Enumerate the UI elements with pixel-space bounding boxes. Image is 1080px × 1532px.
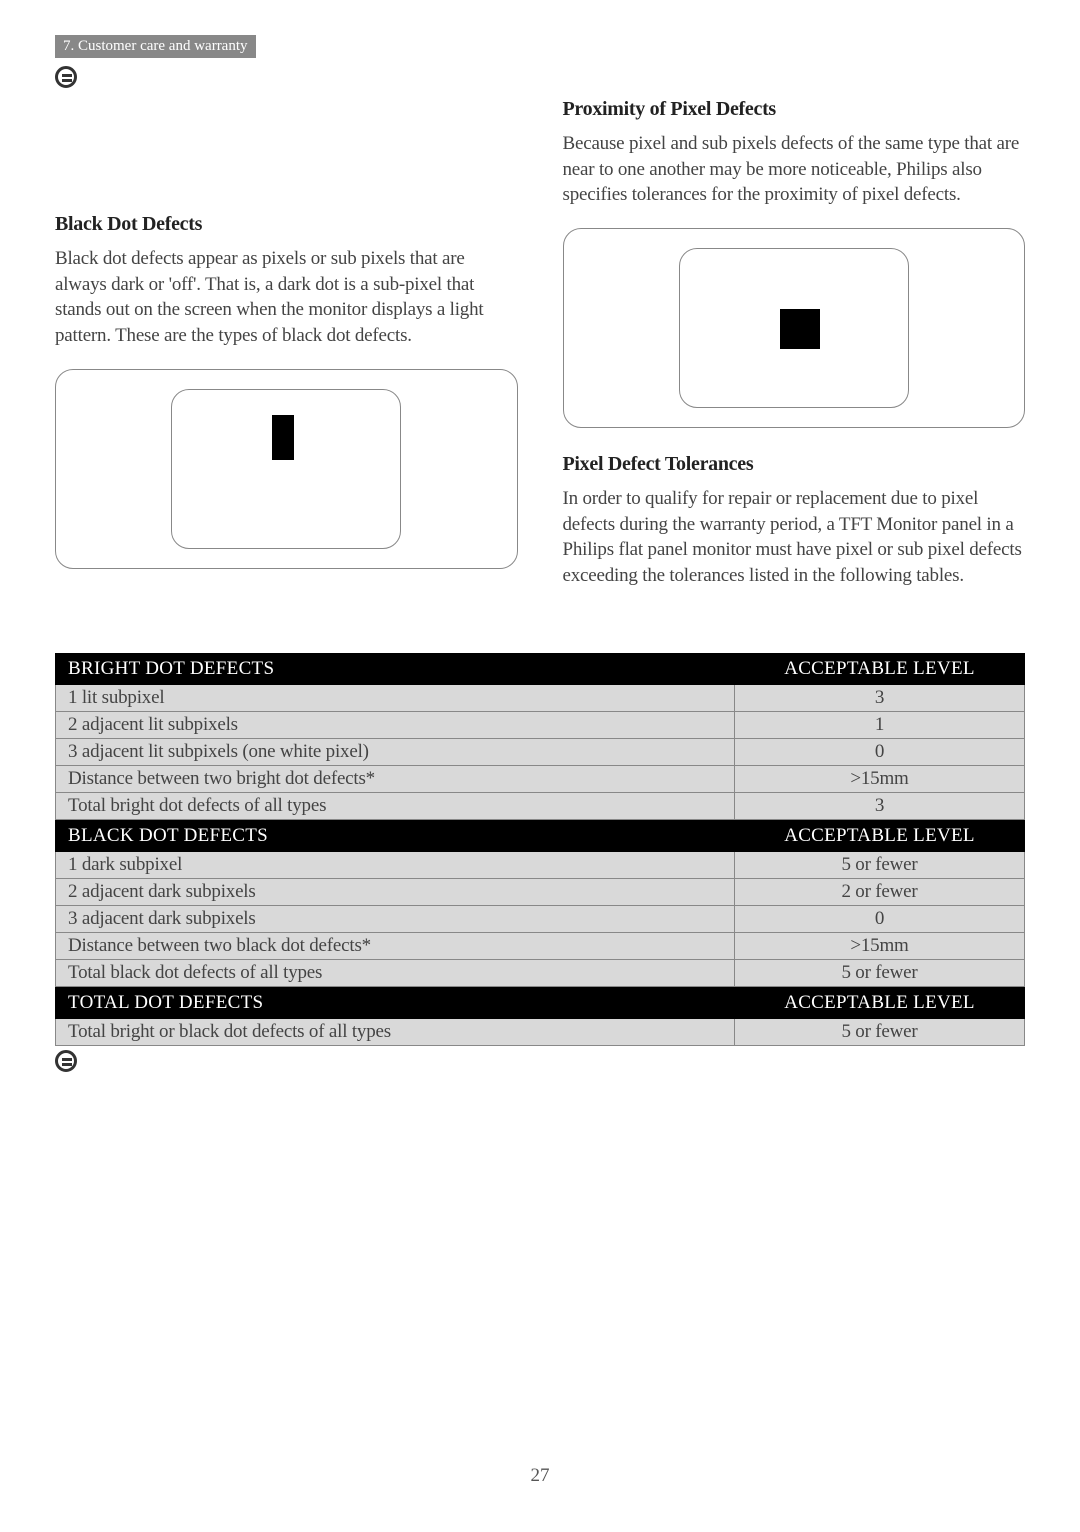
table-cell-label: 2 adjacent lit subpixels bbox=[56, 712, 735, 739]
tolerances-heading: Pixel Defect Tolerances bbox=[563, 453, 1026, 476]
two-column-layout: Black Dot Defects Black dot defects appe… bbox=[55, 98, 1025, 608]
table-row: 2 adjacent dark subpixels2 or fewer bbox=[56, 879, 1025, 906]
table-row: 1 lit subpixel3 bbox=[56, 685, 1025, 712]
table-cell-value: 2 or fewer bbox=[735, 879, 1025, 906]
table-row: 3 adjacent lit subpixels (one white pixe… bbox=[56, 739, 1025, 766]
proximity-heading: Proximity of Pixel Defects bbox=[563, 98, 1026, 121]
table-row: 2 adjacent lit subpixels1 bbox=[56, 712, 1025, 739]
table-row: Total bright or black dot defects of all… bbox=[56, 1019, 1025, 1046]
table-cell-label: Total bright or black dot defects of all… bbox=[56, 1019, 735, 1046]
tolerances-text: In order to qualify for repair or replac… bbox=[563, 486, 1026, 589]
table-cell-label: 1 lit subpixel bbox=[56, 685, 735, 712]
note-icon bbox=[55, 1050, 77, 1072]
table-cell-label: 3 adjacent dark subpixels bbox=[56, 906, 735, 933]
table-cell-label: Total black dot defects of all types bbox=[56, 960, 735, 987]
right-column: Proximity of Pixel Defects Because pixel… bbox=[563, 98, 1026, 608]
table-cell-value: 0 bbox=[735, 906, 1025, 933]
black-dot-diagram bbox=[55, 369, 518, 569]
proximity-diagram bbox=[563, 228, 1026, 428]
left-column: Black Dot Defects Black dot defects appe… bbox=[55, 98, 518, 608]
table-row: Distance between two bright dot defects*… bbox=[56, 766, 1025, 793]
black-dot-table: BLACK DOT DEFECTS ACCEPTABLE LEVEL 1 dar… bbox=[55, 820, 1025, 987]
total-rows: Total bright or black dot defects of all… bbox=[56, 1019, 1025, 1046]
black-dot-text: Black dot defects appear as pixels or su… bbox=[55, 246, 518, 349]
table-cell-value: 5 or fewer bbox=[735, 960, 1025, 987]
table-row: 1 dark subpixel5 or fewer bbox=[56, 852, 1025, 879]
table-row: Distance between two black dot defects*>… bbox=[56, 933, 1025, 960]
diagram-inner bbox=[679, 248, 909, 408]
black-rows: 1 dark subpixel5 or fewer2 adjacent dark… bbox=[56, 852, 1025, 987]
table-cell-value: 1 bbox=[735, 712, 1025, 739]
table-cell-value: 0 bbox=[735, 739, 1025, 766]
table-header: ACCEPTABLE LEVEL bbox=[735, 821, 1025, 852]
table-header: ACCEPTABLE LEVEL bbox=[735, 654, 1025, 685]
table-cell-value: 3 bbox=[735, 685, 1025, 712]
black-dot-heading: Black Dot Defects bbox=[55, 213, 518, 236]
chapter-tag: 7. Customer care and warranty bbox=[55, 35, 256, 58]
table-cell-label: 1 dark subpixel bbox=[56, 852, 735, 879]
table-header: BLACK DOT DEFECTS bbox=[56, 821, 735, 852]
table-cell-label: Distance between two bright dot defects* bbox=[56, 766, 735, 793]
table-cell-value: >15mm bbox=[735, 766, 1025, 793]
bright-dot-table: BRIGHT DOT DEFECTS ACCEPTABLE LEVEL 1 li… bbox=[55, 653, 1025, 820]
table-header: ACCEPTABLE LEVEL bbox=[735, 988, 1025, 1019]
defect-tables: BRIGHT DOT DEFECTS ACCEPTABLE LEVEL 1 li… bbox=[55, 653, 1025, 1046]
dark-pixel-square bbox=[780, 309, 820, 349]
total-dot-table: TOTAL DOT DEFECTS ACCEPTABLE LEVEL Total… bbox=[55, 987, 1025, 1046]
table-cell-value: 5 or fewer bbox=[735, 1019, 1025, 1046]
note-icon bbox=[55, 66, 77, 88]
proximity-text: Because pixel and sub pixels defects of … bbox=[563, 131, 1026, 208]
diagram-inner bbox=[171, 389, 401, 549]
table-cell-label: Total bright dot defects of all types bbox=[56, 793, 735, 820]
bright-rows: 1 lit subpixel32 adjacent lit subpixels1… bbox=[56, 685, 1025, 820]
table-row: 3 adjacent dark subpixels0 bbox=[56, 906, 1025, 933]
table-cell-value: 3 bbox=[735, 793, 1025, 820]
table-row: Total bright dot defects of all types3 bbox=[56, 793, 1025, 820]
table-row: Total black dot defects of all types5 or… bbox=[56, 960, 1025, 987]
dark-subpixel-rect bbox=[272, 415, 294, 460]
table-cell-label: 3 adjacent lit subpixels (one white pixe… bbox=[56, 739, 735, 766]
page-number: 27 bbox=[0, 1465, 1080, 1487]
table-cell-value: >15mm bbox=[735, 933, 1025, 960]
table-header: BRIGHT DOT DEFECTS bbox=[56, 654, 735, 685]
table-cell-value: 5 or fewer bbox=[735, 852, 1025, 879]
table-header: TOTAL DOT DEFECTS bbox=[56, 988, 735, 1019]
table-cell-label: Distance between two black dot defects* bbox=[56, 933, 735, 960]
table-cell-label: 2 adjacent dark subpixels bbox=[56, 879, 735, 906]
